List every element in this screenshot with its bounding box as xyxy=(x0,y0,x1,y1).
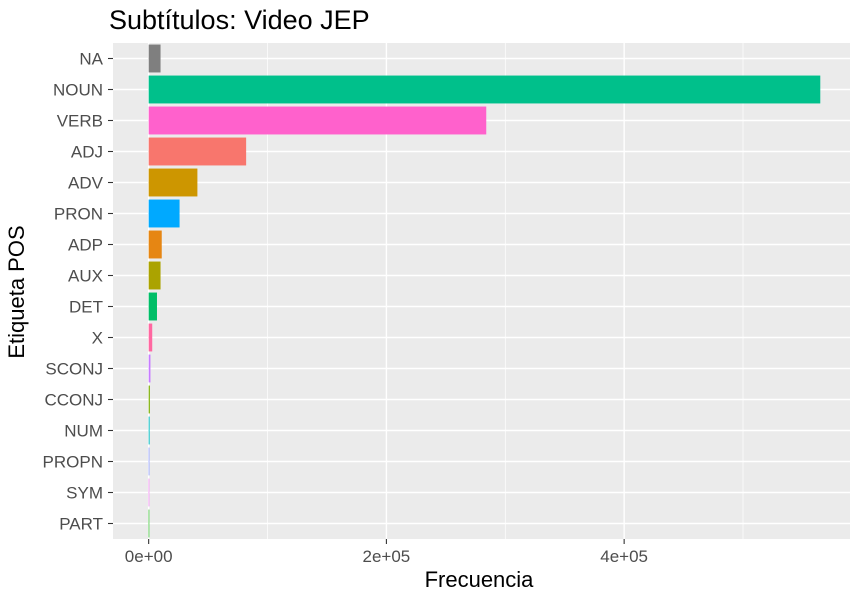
y-tick-label-part: PART xyxy=(59,515,103,534)
y-tick-label-aux: AUX xyxy=(68,267,103,286)
x-axis-title: Frecuencia xyxy=(425,567,535,592)
bar-sconj xyxy=(148,354,151,383)
bar-part xyxy=(148,509,150,538)
x-tick-label: 2e+05 xyxy=(363,547,411,566)
y-tick-label-propn: PROPN xyxy=(43,453,103,472)
bars xyxy=(148,44,821,538)
y-tick-label-sym: SYM xyxy=(66,484,103,503)
y-tick-label-adj: ADJ xyxy=(71,143,103,162)
bar-na xyxy=(148,44,161,73)
x-tick-label: 0e+00 xyxy=(125,547,173,566)
bar-aux xyxy=(148,261,161,290)
y-tick-label-adp: ADP xyxy=(68,236,103,255)
bar-noun xyxy=(148,75,821,104)
y-axis-title: Etiqueta POS xyxy=(4,225,29,358)
bar-adj xyxy=(148,137,247,166)
bar-det xyxy=(148,292,157,321)
bar-verb xyxy=(148,106,487,135)
bar-sym xyxy=(148,478,150,507)
y-tick-label-na: NA xyxy=(79,50,103,69)
bar-propn xyxy=(148,447,150,476)
bar-adp xyxy=(148,230,162,259)
y-tick-label-pron: PRON xyxy=(54,205,103,224)
y-tick-label-sconj: SCONJ xyxy=(45,360,103,379)
y-tick-label-cconj: CCONJ xyxy=(44,391,103,410)
chart-title: Subtítulos: Video JEP xyxy=(109,5,370,35)
bar-num xyxy=(148,416,150,445)
bar-cconj xyxy=(148,385,150,414)
y-tick-label-num: NUM xyxy=(64,422,103,441)
y-tick-label-noun: NOUN xyxy=(53,81,103,100)
y-tick-label-verb: VERB xyxy=(57,112,103,131)
y-tick-label-det: DET xyxy=(69,298,103,317)
y-tick-label-adv: ADV xyxy=(68,174,104,193)
bar-pron xyxy=(148,199,180,228)
x-axis-ticks: 0e+00 2e+05 4e+05 xyxy=(125,539,648,566)
x-tick-label: 4e+05 xyxy=(600,547,648,566)
y-axis-ticks: NA NOUN VERB ADJ ADV PRON ADP AUX DET X SCONJ CCONJ… xyxy=(43,50,113,534)
bar-x xyxy=(148,323,153,352)
bar-adv xyxy=(148,168,198,197)
y-tick-label-x: X xyxy=(92,329,103,348)
